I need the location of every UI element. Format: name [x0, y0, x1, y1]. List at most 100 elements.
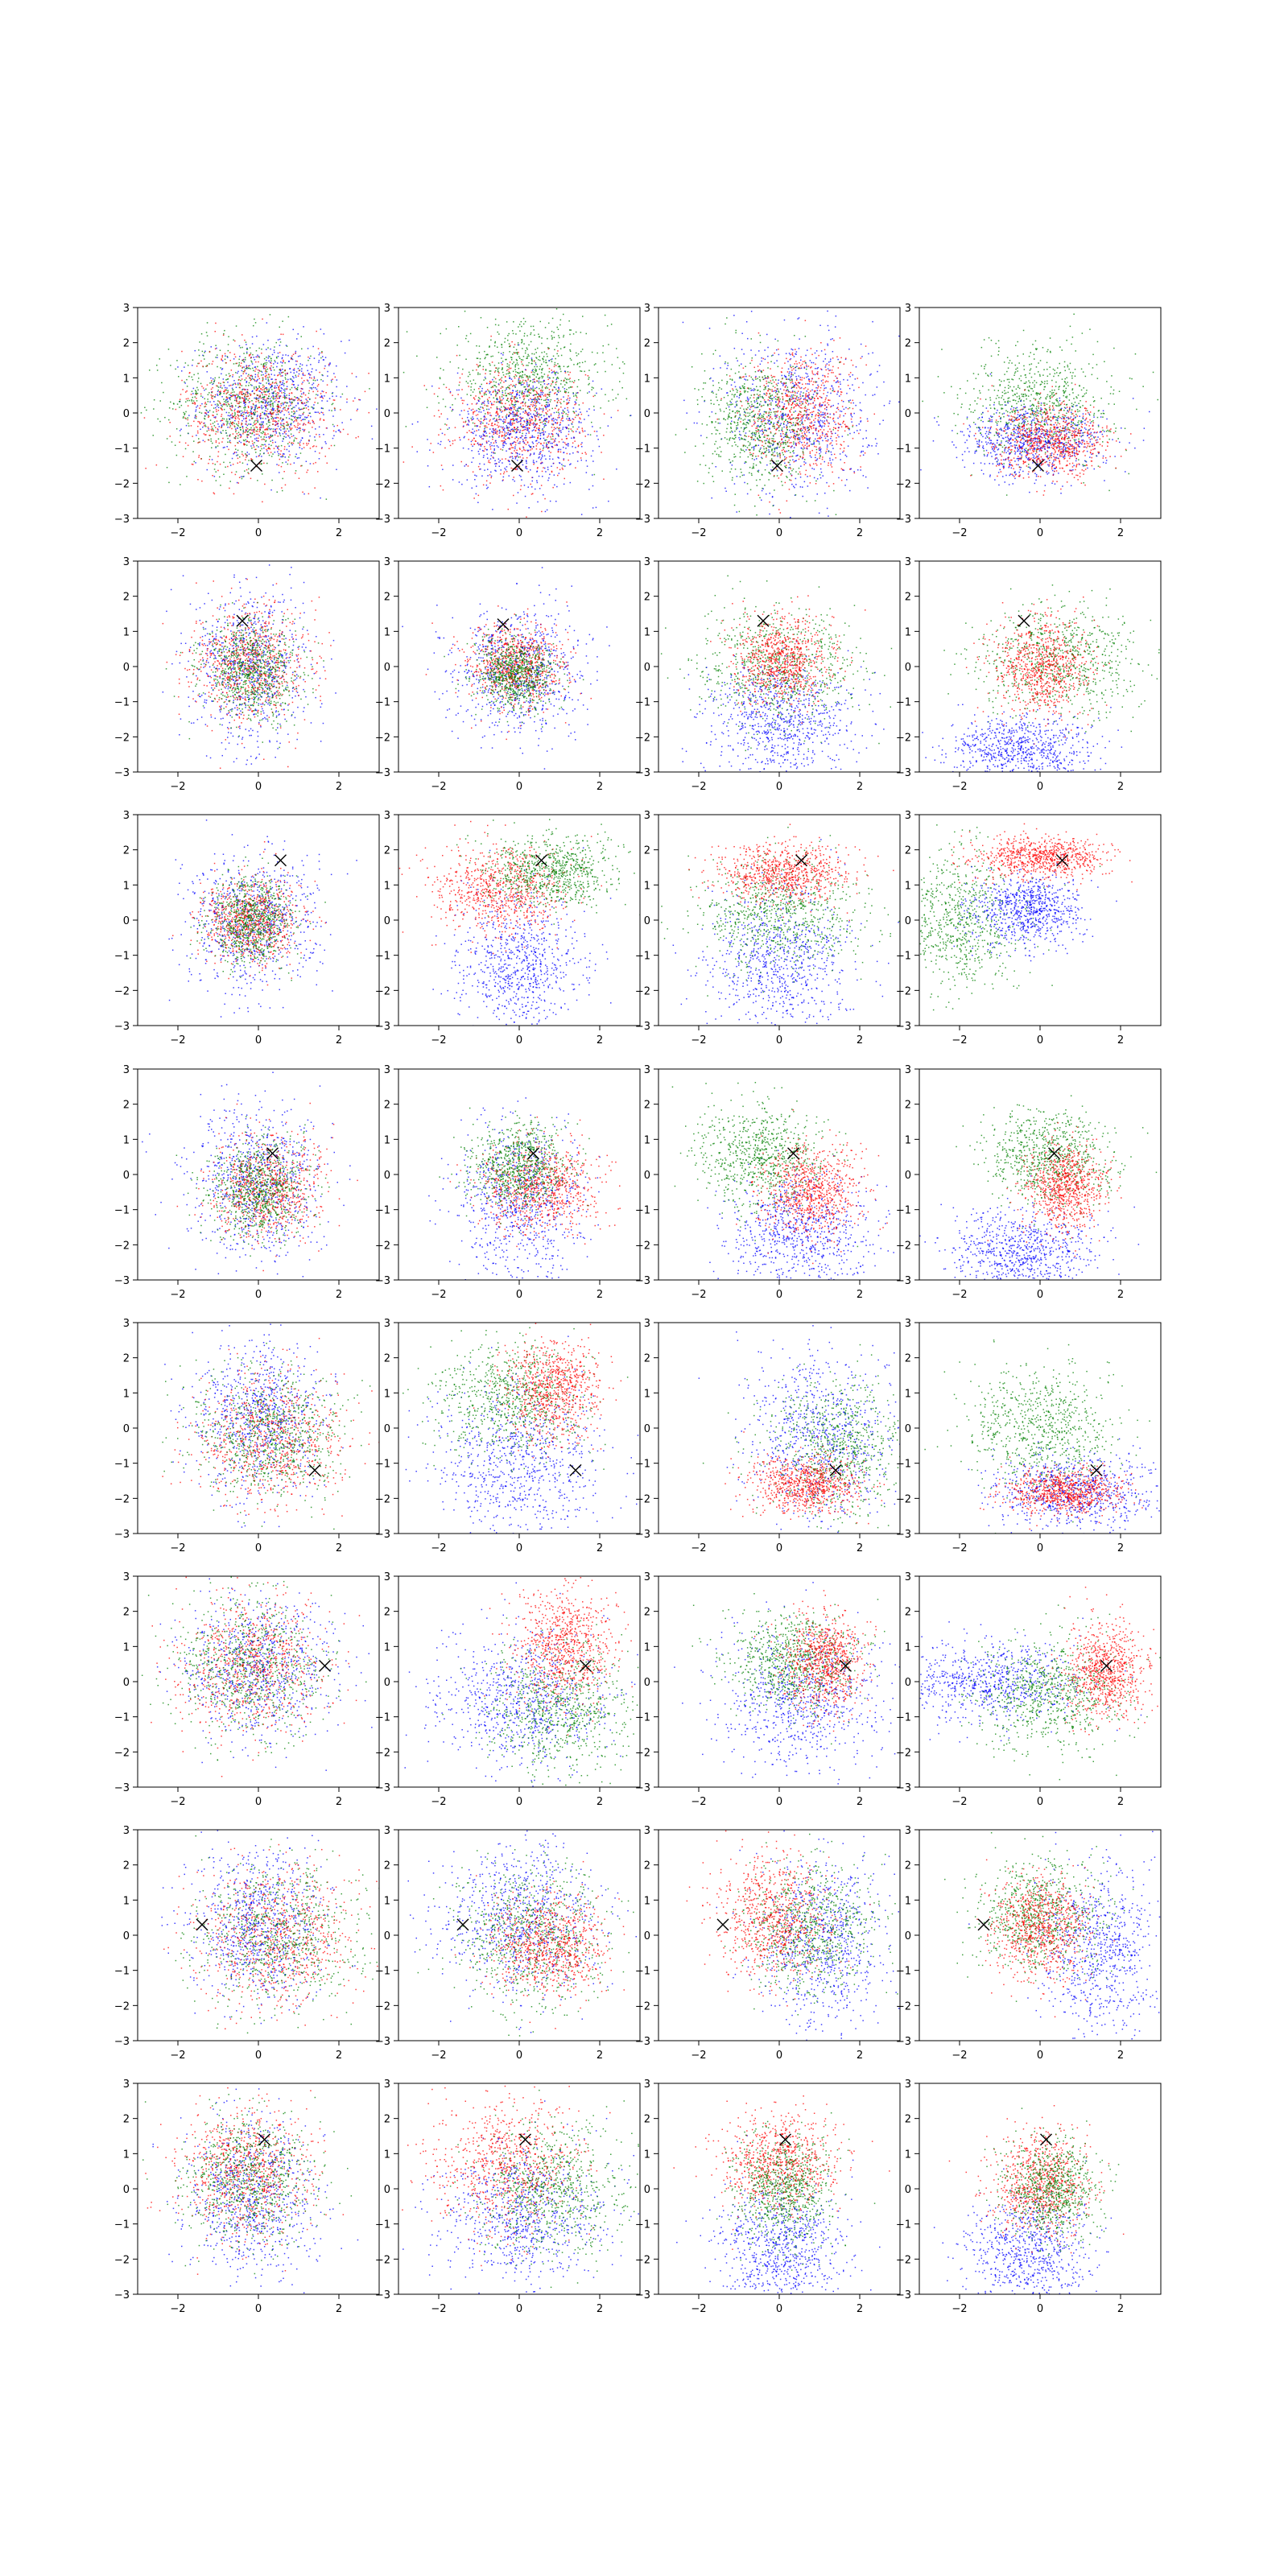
point-blue: [497, 393, 498, 394]
point-blue: [819, 410, 820, 411]
point-blue: [476, 435, 477, 436]
point-blue: [566, 427, 568, 428]
point-green: [245, 368, 246, 369]
point-blue: [301, 409, 303, 411]
point-green: [563, 314, 564, 316]
point-blue: [192, 393, 194, 394]
point-red: [478, 495, 480, 497]
point-red: [511, 402, 513, 404]
point-green: [437, 396, 439, 398]
point-green: [436, 357, 438, 358]
point-blue: [523, 448, 525, 449]
point-blue: [776, 360, 778, 361]
point-blue: [490, 458, 492, 460]
point-green: [272, 453, 274, 455]
point-blue: [224, 447, 225, 448]
point-blue: [760, 413, 762, 415]
point-blue: [196, 435, 197, 436]
point-red: [308, 357, 309, 358]
point-blue: [563, 447, 564, 448]
point-blue: [483, 402, 485, 404]
point-blue: [310, 387, 312, 389]
point-red: [249, 442, 250, 444]
point-red: [522, 446, 524, 448]
point-blue: [570, 482, 572, 484]
point-red: [315, 398, 316, 399]
point-green: [505, 390, 506, 392]
point-blue: [473, 419, 474, 420]
point-blue: [537, 471, 539, 473]
point-red: [225, 353, 226, 355]
point-red: [211, 389, 213, 390]
point-red: [275, 400, 277, 402]
point-blue: [532, 477, 534, 479]
point-green: [558, 412, 559, 413]
point-red: [212, 475, 213, 477]
point-green: [227, 442, 229, 444]
point-blue: [482, 444, 484, 445]
point-green: [539, 366, 541, 368]
point-blue: [816, 350, 818, 352]
point-blue: [838, 436, 840, 438]
point-green: [218, 390, 220, 391]
point-blue: [828, 345, 829, 346]
point-blue: [288, 411, 290, 413]
point-red: [314, 402, 316, 403]
point-blue: [502, 480, 504, 481]
point-red: [188, 405, 189, 407]
point-red: [238, 403, 240, 405]
point-blue: [260, 383, 262, 385]
point-red: [224, 424, 225, 426]
point-green: [514, 402, 516, 403]
point-green: [478, 408, 480, 410]
point-blue: [539, 488, 541, 489]
point-red: [270, 413, 272, 415]
point-red: [511, 447, 513, 448]
point-blue: [551, 358, 553, 360]
point-green: [535, 370, 536, 372]
point-red: [288, 406, 290, 407]
point-red: [283, 471, 285, 473]
point-green: [542, 378, 543, 379]
point-blue: [876, 445, 877, 447]
point-red: [308, 409, 310, 411]
point-green: [518, 368, 520, 369]
point-green: [207, 431, 208, 432]
point-blue: [209, 402, 211, 403]
point-blue: [579, 409, 580, 411]
point-green: [291, 402, 293, 403]
point-red: [275, 390, 276, 392]
point-blue: [447, 419, 448, 420]
point-green: [269, 356, 270, 357]
point-blue: [557, 456, 559, 458]
point-blue: [820, 426, 822, 427]
point-blue: [516, 436, 518, 438]
point-red: [509, 371, 510, 373]
point-green: [213, 423, 214, 424]
point-green: [481, 419, 482, 420]
point-red: [510, 445, 512, 447]
point-green: [196, 400, 198, 402]
point-blue: [501, 419, 502, 421]
point-green: [192, 379, 194, 381]
point-green: [320, 357, 322, 359]
point-blue: [282, 358, 283, 360]
point-red: [523, 395, 525, 397]
point-blue: [831, 462, 832, 464]
point-blue: [241, 435, 242, 436]
point-blue: [221, 405, 222, 407]
point-blue: [797, 392, 799, 394]
point-red: [529, 392, 530, 394]
point-red: [209, 352, 211, 353]
point-green: [489, 374, 491, 375]
point-green: [530, 334, 531, 336]
point-blue: [242, 412, 244, 414]
point-blue: [180, 430, 181, 431]
point-blue: [489, 415, 491, 416]
point-green: [518, 383, 520, 385]
point-red: [295, 427, 296, 428]
point-blue: [754, 407, 756, 409]
point-blue: [568, 444, 569, 445]
point-green: [592, 386, 593, 388]
point-blue: [225, 355, 226, 357]
